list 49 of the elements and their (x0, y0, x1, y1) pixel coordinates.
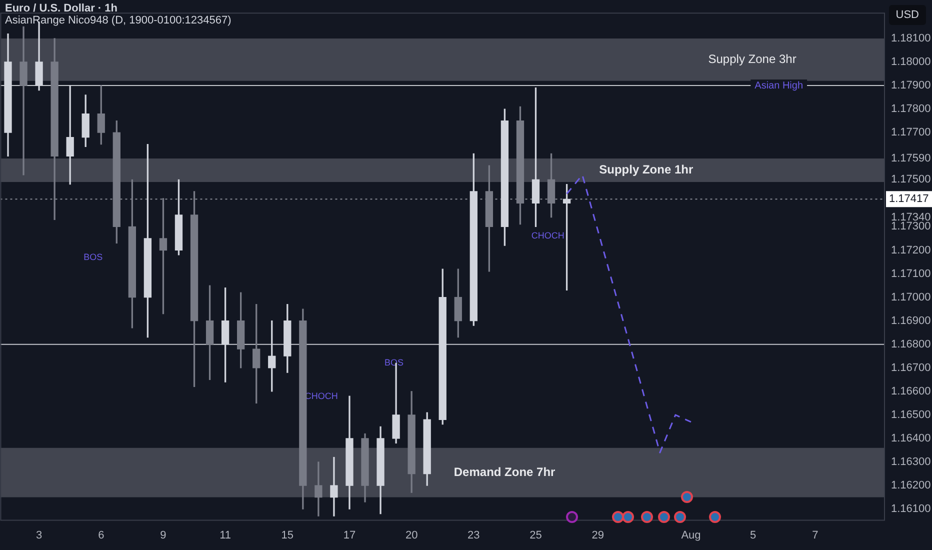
x-tick-label: 15 (281, 529, 294, 542)
ref-line-label: Asian High (754, 80, 804, 92)
x-tick-label: 7 (812, 529, 818, 542)
y-axis-title: USD (888, 5, 926, 25)
y-tick-label: 1.16300 (891, 456, 931, 468)
y-tick-label: 1.18100 (891, 32, 931, 45)
y-tick-label: 1.16400 (891, 432, 931, 444)
y-tick-label: 1.17500 (891, 174, 931, 186)
y-tick-label: 1.16700 (891, 362, 931, 374)
x-tick-label: 20 (405, 529, 418, 542)
x-tick-label: 5 (750, 529, 756, 542)
y-tick-label: 1.17300 (891, 220, 931, 233)
candlestick (20, 26, 28, 176)
candlestick (330, 456, 338, 516)
y-tick-label: 1.16200 (891, 480, 931, 492)
y-tick-label: 1.18000 (891, 56, 931, 68)
annotation: CHOCH (531, 230, 564, 241)
y-tick-label: 1.16800 (891, 338, 931, 350)
y-tick-label: 1.17200 (891, 244, 931, 256)
y-tick-label: 1.17000 (891, 291, 931, 304)
x-tick-label: 6 (98, 529, 104, 542)
x-tick-label: 9 (160, 529, 166, 542)
y-tick-label: 1.17590 (891, 152, 931, 165)
y-tick-label: 1.17900 (891, 80, 931, 92)
annotation: BOS (84, 252, 103, 262)
x-tick-label: 29 (592, 529, 604, 542)
chart-title: Euro / U.S. Dollar · 1h (5, 2, 118, 15)
band-label: Demand Zone 7hr (454, 464, 556, 479)
x-tick-label: 23 (468, 529, 480, 542)
chart-subtitle: AsianRange Nico948 (D, 1900-0100:1234567) (5, 14, 232, 27)
ref-line-label: 1.17417 (889, 193, 929, 206)
y-tick-label: 1.16500 (891, 408, 931, 421)
band-label: Supply Zone 1hr (599, 162, 694, 177)
band-label: Supply Zone 3hr (708, 52, 796, 66)
y-tick-label: 1.16900 (891, 314, 931, 327)
y-tick-label: 1.17340 (891, 211, 931, 224)
x-tick-label: 3 (36, 529, 42, 542)
y-tick-label: 1.17100 (891, 268, 931, 280)
y-tick-label: 1.17700 (891, 126, 931, 139)
y-tick-label: 1.17800 (891, 103, 931, 116)
line-series (566, 174, 692, 454)
x-tick-label: 11 (220, 529, 232, 542)
annotation: BOS (384, 358, 404, 368)
x-tick-label: Aug (681, 529, 701, 542)
x-tick-label: 25 (530, 529, 542, 542)
y-tick-label: 1.16600 (891, 385, 931, 398)
x-tick-label: 17 (343, 529, 356, 542)
candlestick (314, 462, 322, 516)
y-tick-label: 1.16100 (891, 503, 931, 516)
